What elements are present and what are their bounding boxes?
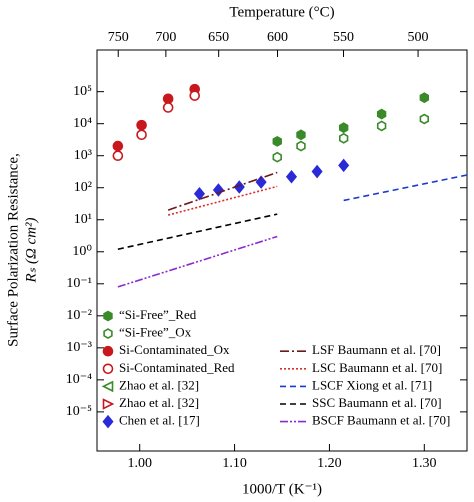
line [117,235,278,288]
marker [112,150,124,162]
y-tick-label: 10⁻⁴ [66,372,92,387]
marker [136,119,147,131]
legend-marker [102,398,115,410]
marker [136,129,147,141]
legend-label: BSCF Baumann et al. [70] [312,413,450,428]
marker [255,175,267,189]
marker [162,93,174,105]
top-tick-label: 700 [155,30,176,45]
top-tick-label: 750 [108,30,129,45]
marker [376,120,387,132]
top-axis-label: Temperature (°C) [229,4,334,20]
y-tick-label: 10⁻⁵ [66,404,92,419]
x-tick-label: 1.30 [412,456,437,471]
x-tick-label: 1.00 [127,456,152,471]
x-tick-label: 1.20 [317,456,342,471]
line [167,171,278,211]
top-tick-label: 500 [408,30,429,45]
line [167,185,278,216]
legend-label: LSF Baumann et al. [70] [312,342,441,357]
marker [272,151,282,163]
legend-label: SSC Baumann et al. [70] [312,395,442,410]
line [343,174,468,202]
marker [419,113,430,125]
marker [338,158,350,173]
legend-label: LSC Baumann et al. [70] [312,360,442,375]
legend-label: Si-Contaminated_Ox [119,342,230,357]
top-tick-label: 600 [267,30,288,45]
marker [212,183,224,197]
legend-marker [102,414,114,429]
line [117,213,278,251]
marker [419,92,430,104]
marker [338,132,349,144]
y-tick-label: 10³ [74,148,92,163]
legend-label: “Si-Free”_Red [119,307,197,322]
y-axis-label: Surface Polarization Resistance, [5,153,21,347]
x-axis-label: 1000/T (K⁻¹) [242,481,322,497]
y-tick-label: 10⁰ [72,244,92,259]
y-tick-label: 10⁻¹ [66,276,92,291]
marker [112,140,124,152]
marker [296,140,306,152]
legend-label: “Si-Free”_Ox [119,325,192,340]
legend-label: Zhao et al. [32] [119,395,199,410]
legend-marker [103,328,113,340]
marker [376,108,387,120]
legend-label: Si-Contaminated_Red [119,360,235,375]
marker [189,90,201,101]
marker [272,135,282,147]
y-tick-label: 10² [74,180,92,195]
marker [193,186,205,201]
y-tick-label: 10⁴ [73,116,92,131]
top-tick-label: 650 [208,30,229,45]
legend-label: Chen et al. [17] [119,413,200,428]
legend-marker [102,345,114,357]
y-axis-label: Rₛ (Ω cm²) [23,217,39,283]
x-tick-label: 1.10 [222,456,247,471]
marker [311,164,323,179]
y-tick-label: 10¹ [74,212,92,227]
legend-marker [101,380,114,393]
marker [338,122,349,134]
marker [162,102,174,113]
legend-label: LSCF Xiong et al. [71] [312,377,432,392]
y-tick-label: 10⁻³ [66,340,92,355]
marker [296,129,306,141]
legend-marker [103,310,113,322]
marker [285,169,298,184]
legend-marker [102,363,114,375]
y-tick-label: 10⁵ [73,84,92,99]
top-tick-label: 550 [333,30,354,45]
legend-label: Zhao et al. [32] [119,377,199,392]
y-tick-label: 10⁻² [66,308,92,323]
marker [233,180,245,194]
plot-frame [96,49,468,452]
